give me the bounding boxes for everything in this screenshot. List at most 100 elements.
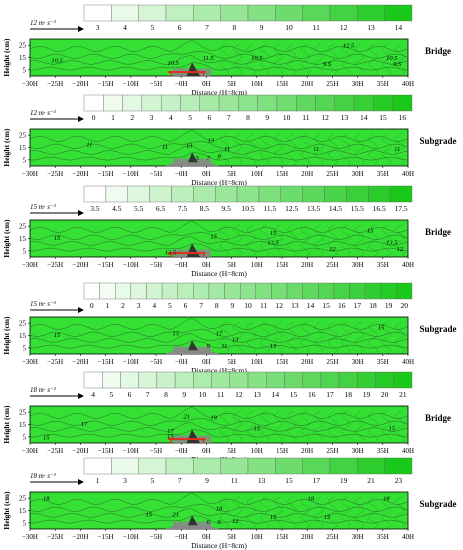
x-tick-label: 25H [326, 80, 338, 88]
x-tick-label: −20H [72, 447, 88, 455]
bridge-deck [167, 71, 206, 74]
colorbar-tick-label: 1 [111, 113, 115, 122]
colorbar-cell [165, 457, 194, 475]
colorbar-tick-label: 4 [91, 390, 95, 399]
colorbar-tick-label: 12.5 [285, 204, 298, 213]
colorbar-tick-label: 16 [399, 113, 407, 122]
colorbar-tick-label: 6 [178, 23, 182, 32]
contour-ripple [395, 410, 405, 442]
x-tick-label: 40H [402, 447, 414, 455]
contour-ripple [341, 321, 351, 353]
contour-line [29, 55, 409, 65]
x-axis-title: Distance (H=8cm) [191, 178, 247, 187]
contour-ripple [395, 321, 405, 353]
colorbar-cell [258, 185, 281, 203]
contour-ripple [327, 43, 337, 75]
colorbar: 1 3 5 7 9 11 13 15 17 19 21 23 [83, 457, 413, 485]
contour-ripple [354, 43, 364, 75]
contour-ripple [354, 224, 364, 256]
colorbar-cell [364, 282, 381, 300]
x-tick-label: 0H [202, 533, 211, 541]
contour-value-label: 9 [217, 519, 221, 526]
colorbar-cell [276, 94, 297, 112]
colorbar-cell [368, 185, 391, 203]
x-tick-label: 15H [276, 80, 288, 88]
x-axis-title: Distance (H=8cm) [191, 269, 247, 278]
contour-value-label: 21 [173, 512, 180, 519]
x-tick-label: −5H [150, 533, 163, 541]
contour-value-label: 15 [210, 234, 217, 241]
contour-ripple [260, 410, 270, 442]
colorbar-cell [171, 185, 194, 203]
panel-c: 3.5 4.5 5.5 6.5 7.5 8.5 9.5 10.5 11.5 12.5 13.5 14.… [2, 185, 451, 278]
colorbar-cell [393, 371, 413, 389]
y-tick-label: 15 [19, 235, 27, 243]
colorbar-cell [156, 371, 176, 389]
x-tick-label: 30H [352, 261, 364, 269]
contour-ripple [368, 410, 378, 442]
y-tick-label: 15 [19, 421, 27, 429]
x-tick-label: 15H [276, 447, 288, 455]
colorbar-tick-label: 9 [205, 476, 209, 485]
colorbar-tick-label: 4.5 [112, 204, 122, 213]
contour-ripple [300, 410, 310, 442]
x-tick-label: −10H [123, 80, 139, 88]
contour-ripple [287, 43, 297, 75]
x-tick-label: 10H [251, 80, 263, 88]
colorbar-tick-label: 14 [395, 23, 403, 32]
colorbar-tick-label: 10 [199, 390, 207, 399]
contour-ripple [341, 224, 351, 256]
x-tick-label: 5H [227, 358, 236, 366]
x-tick-label: −10H [123, 261, 139, 269]
contour-ripple [381, 410, 391, 442]
y-tick-label: 15 [19, 332, 27, 340]
contour-line [29, 422, 409, 432]
x-tick-label: 40H [402, 358, 414, 366]
y-tick-label: 25 [19, 409, 27, 417]
x-axis-title: Distance (H=8cm) [191, 366, 247, 375]
contour-ripple [354, 410, 364, 442]
colorbar-tick-label: 7 [205, 23, 209, 32]
contour-ripple [233, 224, 243, 256]
colorbar-tick-label: 4 [169, 113, 173, 122]
x-tick-label: 10H [251, 261, 263, 269]
contour-ripple [381, 43, 391, 75]
colorbar-tick-label: 7 [199, 301, 203, 310]
x-tick-label: −25H [47, 358, 63, 366]
contour-ripple [368, 133, 378, 165]
colorbar-tick-label: 17 [313, 476, 321, 485]
colorbar-tick-label: 9 [260, 23, 264, 32]
contour-ripple [327, 410, 337, 442]
wind-speed-label: 18 m· s⁻¹ [30, 472, 56, 480]
bridge-deck [167, 438, 206, 441]
contour-ripple [219, 43, 229, 75]
contour-ripple [381, 224, 391, 256]
contour-ripple [300, 224, 310, 256]
colorbar-tick-label: 19 [385, 301, 393, 310]
contour-ripple [354, 133, 364, 165]
x-tick-label: −20H [72, 170, 88, 178]
plot-area: 18 15 21 18 12 6 9 15 18 18 15 25 15 5 −30H −25H −20H −15… [19, 491, 414, 541]
y-axis-title: Height (cm) [2, 38, 11, 77]
panel-side-label: Subgrade [419, 136, 456, 146]
contour-ripple [273, 496, 283, 528]
colorbar-cell [180, 94, 200, 112]
x-tick-label: 35H [377, 170, 389, 178]
contour-value-label: 12 [397, 246, 404, 253]
colorbar-tick-label: 5 [150, 476, 154, 485]
colorbar-tick-label: 15.5 [351, 204, 364, 213]
contour-value-label: 10.5 [251, 55, 263, 62]
contour-line [29, 407, 409, 419]
x-tick-label: 15H [276, 261, 288, 269]
x-tick-label: −30H [22, 447, 38, 455]
colorbar-tick-label: 3 [150, 113, 154, 122]
contour-value-label: 15 [270, 230, 277, 237]
colorbar-cell [329, 4, 358, 22]
colorbar-tick-label: 11 [260, 301, 267, 310]
contour-ripple [233, 410, 243, 442]
x-tick-label: 5H [227, 261, 236, 269]
plot-area: 15 15 17 13 9 11 13 15 25 15 5 −30H −25H −20H −15H −10H… [19, 316, 414, 366]
colorbar-cell [255, 282, 272, 300]
contour-ripple [314, 496, 324, 528]
contour-value-label: 18 [216, 506, 223, 513]
